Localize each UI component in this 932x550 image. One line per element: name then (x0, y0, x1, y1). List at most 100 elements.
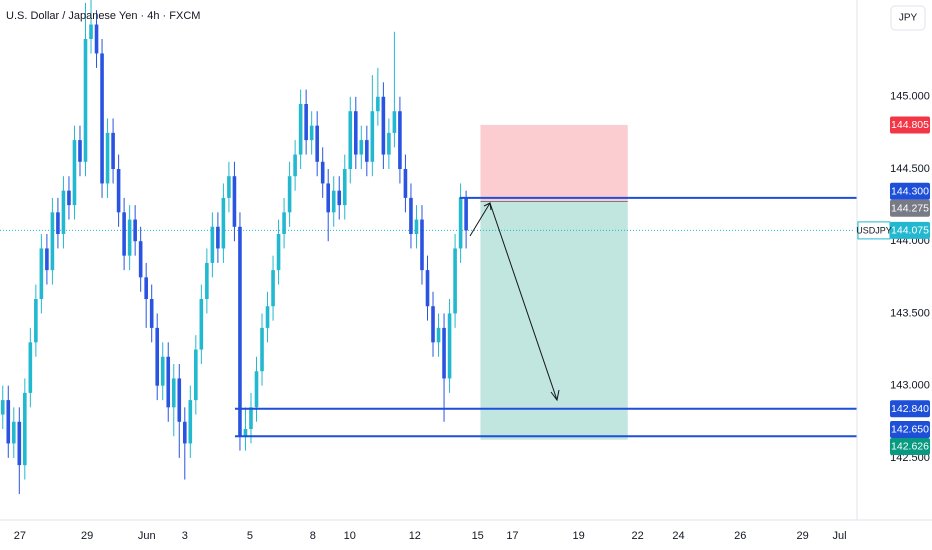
arrow-head (483, 202, 492, 211)
candle-body (11, 421, 16, 444)
candle-body (194, 349, 198, 401)
candle-body (414, 219, 419, 234)
candle-body (464, 197, 468, 231)
x-tick-label: 12 (409, 530, 421, 542)
candle-body (177, 378, 182, 422)
candle-body (309, 125, 314, 141)
price-badge-label: 142.626 (891, 441, 929, 453)
candle-body (100, 53, 104, 184)
candle-body (365, 140, 369, 162)
candle-body (282, 212, 286, 234)
candle-body (227, 176, 231, 198)
candle-body (50, 212, 55, 271)
x-tick-label: 22 (632, 530, 644, 542)
candle-body (116, 169, 121, 213)
candle-body (205, 262, 209, 299)
x-tick-label: 19 (573, 530, 585, 542)
candle-body (442, 327, 446, 379)
y-tick-label: 144.500 (890, 163, 930, 175)
candle-body (182, 421, 187, 444)
x-tick-label: Jun (138, 530, 156, 542)
candle-body (45, 248, 49, 271)
x-tick-label: 29 (81, 530, 93, 542)
candle-body (392, 111, 397, 133)
candle-body (127, 219, 132, 256)
price-badge-label: 144.275 (891, 202, 929, 214)
candle-body (254, 371, 259, 408)
price-badge-label: 144.805 (891, 119, 929, 131)
candle-body (28, 342, 33, 393)
candle-body (331, 190, 336, 213)
price-badge (890, 182, 930, 200)
candle-body (359, 140, 364, 155)
candle-body (72, 140, 77, 206)
candle-body (166, 356, 171, 408)
candle-body (56, 212, 60, 234)
candle-body (320, 161, 325, 184)
x-tick-label: 8 (310, 530, 316, 542)
candle-body (210, 226, 215, 263)
candle-body (298, 104, 303, 155)
price-badge-label: 142.840 (891, 403, 929, 415)
candle-body (342, 169, 347, 206)
x-tick-label: 27 (14, 530, 26, 542)
candle-body (436, 327, 441, 343)
candle-body (243, 429, 248, 437)
symbol-label: USDJPY (856, 225, 892, 235)
candle-body (199, 299, 204, 350)
candle-body (221, 197, 226, 249)
candle-body (398, 111, 402, 169)
price-badge (890, 420, 930, 438)
candle-body (78, 140, 82, 162)
candle-body (293, 154, 297, 177)
candle-body (304, 104, 308, 141)
price-badge-label: 142.650 (891, 424, 929, 436)
candle-body (23, 392, 27, 466)
x-tick-label: 3 (182, 530, 188, 542)
candle-body (387, 132, 391, 155)
candle-body (6, 400, 11, 444)
y-tick-label: 143.000 (890, 380, 930, 392)
price-badge (890, 199, 930, 217)
price-badge-label: 144.300 (891, 185, 929, 197)
x-tick-label: 24 (672, 530, 684, 542)
price-badge (890, 116, 930, 134)
candle-body (216, 226, 220, 249)
candle-body (403, 169, 408, 198)
candle-body (0, 400, 5, 415)
candle-body (287, 176, 292, 213)
candle-body (425, 270, 430, 307)
currency-label[interactable]: JPY (899, 13, 918, 24)
price-badge (890, 437, 930, 455)
candle-body (249, 407, 253, 429)
chart-title: U.S. Dollar / Japanese Yen · 4h · FXCM (6, 10, 200, 22)
x-tick-label: 17 (506, 530, 518, 542)
candle-body (271, 270, 275, 307)
stop-zone (480, 124, 628, 202)
candle-body (105, 132, 110, 184)
price-badge (890, 400, 930, 418)
candle-body (337, 190, 342, 206)
y-tick-label: 145.000 (890, 91, 930, 103)
candle-body (171, 378, 176, 408)
candle-body (265, 306, 270, 328)
x-tick-label: Jul (833, 530, 847, 542)
candle-body (160, 356, 165, 386)
x-tick-label: 26 (734, 530, 746, 542)
candle-body (232, 176, 237, 227)
candle-body (326, 183, 331, 213)
symbol-badge (857, 221, 891, 240)
candle-body (89, 24, 93, 39)
candle-body (370, 111, 375, 162)
price-badge (890, 221, 930, 239)
candle-body (61, 190, 66, 234)
candle-body (348, 111, 353, 169)
candle-body (420, 219, 424, 271)
candle-body (188, 400, 193, 444)
candle-body (144, 277, 148, 299)
target-zone (480, 201, 628, 440)
currency-button[interactable] (890, 5, 926, 31)
x-tick-label: 29 (796, 530, 808, 542)
